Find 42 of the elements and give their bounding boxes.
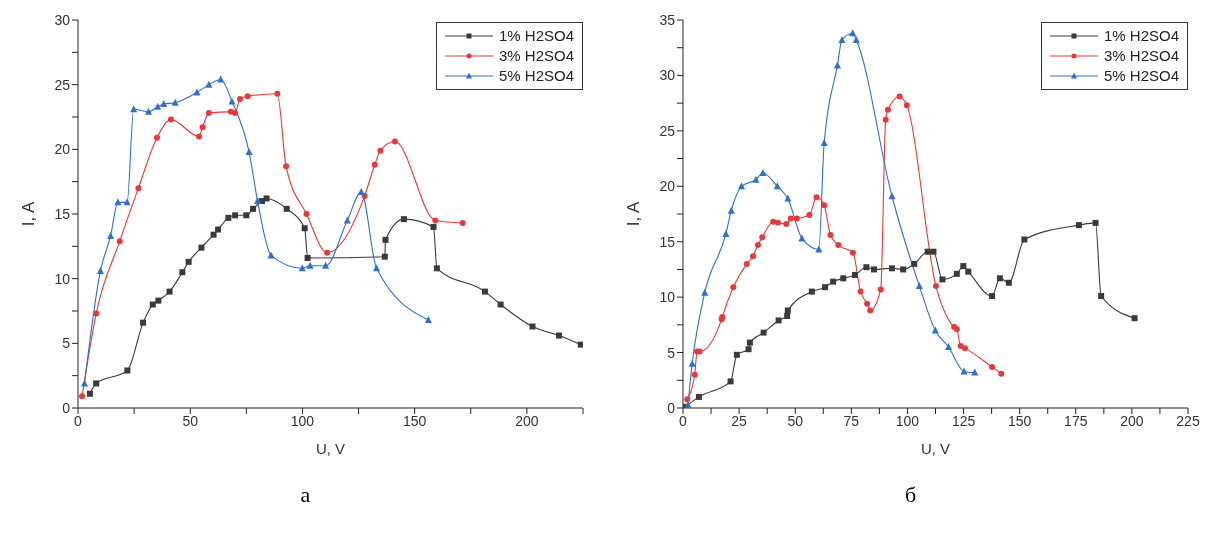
x-tick-label: 50 [787,412,804,429]
y-tick-label: 25 [659,122,676,139]
y-tick-label: 35 [659,11,676,28]
x-tick-label: 0 [74,412,83,429]
x-tick-label: 150 [1007,412,1032,429]
y-tick-label: 5 [62,335,71,352]
y-tick-label: 20 [54,141,71,158]
x-tick-label: 175 [1064,412,1088,429]
legend-label: 3% H2SO4 [498,46,574,66]
x-tick-label: 100 [895,412,920,429]
y-tick-label: 0 [62,399,71,416]
x-tick-label: 225 [1176,412,1200,429]
y-tick-label: 25 [54,76,71,93]
y-tick-label: 30 [659,67,676,84]
y-tick-label: 10 [659,289,676,306]
x-tick-label: 150 [402,412,427,429]
legend-label: 5% H2SO4 [498,66,574,86]
legend-label: 1% H2SO4 [498,26,574,46]
y-tick-label: 0 [667,399,676,416]
y-tick-label: 30 [54,11,71,28]
x-tick-label: 25 [731,412,748,429]
x-axis-title: U, V [920,440,951,457]
x-tick-label: 200 [1120,412,1144,429]
y-tick-label: 15 [54,205,71,222]
x-tick-label: 50 [182,412,199,429]
legend-label: 5% H2SO4 [1103,66,1179,86]
x-tick-label: 75 [843,412,860,429]
legend-label: 3% H2SO4 [1103,46,1179,66]
text: а [299,482,312,508]
y-tick-label: 5 [667,344,676,361]
y-tick-label: 15 [659,233,676,250]
y-tick-label: 10 [54,270,71,287]
y-axis-title: I, A [19,201,39,227]
legend-label: 1% H2SO4 [1103,26,1179,46]
x-tick-label: 200 [515,412,539,429]
x-tick-label: 125 [951,412,976,429]
x-axis-title: U, V [315,440,346,457]
y-tick-label: 20 [659,178,676,195]
x-tick-label: 0 [679,412,688,429]
x-tick-label: 100 [290,412,315,429]
text: б [903,482,918,508]
y-axis-title: I, A [624,201,644,227]
